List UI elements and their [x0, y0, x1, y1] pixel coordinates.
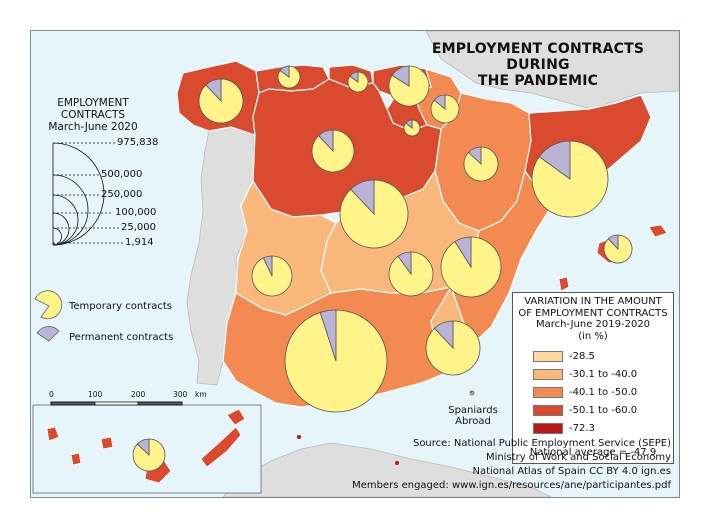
size-legend-title: EMPLOYMENT CONTRACTS March-June 2020: [37, 97, 149, 133]
pie-castilla-leon-permanent: [318, 129, 334, 153]
pie-extremadura-permanent: [262, 255, 273, 277]
variation-label-1: -28.5: [569, 351, 595, 362]
pie-galicia-permanent: [205, 78, 222, 103]
permanent-legend-icon: [36, 326, 60, 342]
pie-navarra-permanent: [433, 94, 446, 110]
variation-label-2: -30.1 to -40.0: [569, 369, 638, 380]
variation-class-1: -28.5: [533, 351, 595, 362]
pie-catalonia-permanent: [538, 140, 571, 180]
pie-aragon-permanent: [468, 146, 482, 165]
abroad-label: Spaniards Abroad: [443, 405, 503, 427]
size-legend-title-line-2: CONTRACTS: [60, 109, 126, 121]
variation-title-line-4: (in %): [578, 330, 608, 342]
variation-class-5: -72.3: [533, 423, 595, 434]
source-line-2: Ministry of Work and Social Economy: [485, 452, 671, 463]
size-legend-title-line-1: EMPLOYMENT: [57, 97, 129, 109]
map-canvas: [32, 31, 679, 497]
pie-madrid: [339, 179, 409, 249]
title-line-1: EMPLOYMENT CONTRACTS DURING: [431, 41, 645, 73]
pie-canary-permanent: [136, 438, 150, 456]
pie-rioja: [403, 119, 421, 137]
pie-extremadura: [251, 255, 293, 297]
variation-swatch-4: [533, 405, 563, 416]
variation-title-line-2: OF EMPLOYMENT CONTRACTS: [518, 307, 668, 319]
map-title: EMPLOYMENT CONTRACTS DURING THE PANDEMIC: [403, 41, 673, 89]
variation-class-3: -40.1 to -50.0: [533, 387, 637, 398]
temporary-legend-label: Temporary contracts: [69, 301, 172, 312]
temporary-legend-icon: [34, 290, 63, 320]
pie-asturias: [277, 65, 301, 89]
size-label-975838: 975,838: [117, 137, 159, 148]
pie-galicia: [198, 78, 244, 124]
pie-castilla-mancha-permanent: [397, 251, 412, 276]
pie-basque-permanent: [391, 65, 410, 87]
source-line-4: Members engaged: www.ign.es/resources/an…: [352, 480, 671, 491]
pie-cantabria-permanent: [349, 71, 359, 83]
permanent-legend-label: Permanent contracts: [69, 332, 174, 343]
pie-asturias-permanent: [279, 65, 290, 78]
pie-andalusia-permanent: [319, 309, 337, 362]
pie-balearic-permanent: [607, 234, 619, 251]
variation-swatch-3: [533, 387, 563, 398]
variation-swatch-1: [533, 351, 563, 362]
size-label-25000: 25,000: [121, 222, 156, 233]
variation-label-3: -40.1 to -50.0: [569, 387, 638, 398]
abroad-line-2: Abroad: [455, 416, 491, 427]
pie-murcia: [425, 320, 481, 376]
france-land: [425, 31, 679, 110]
size-legend-graphic: [52, 142, 123, 246]
pie-basque: [388, 65, 430, 107]
scale-tick-300: 300: [173, 390, 188, 399]
source-line-1: Source: National Public Employment Servi…: [412, 438, 671, 449]
variation-swatch-2: [533, 369, 563, 380]
size-label-250000: 250,000: [101, 189, 143, 200]
abroad-line-1: Spaniards: [448, 405, 498, 416]
pie-navarra: [430, 94, 460, 124]
variation-title-line-1: VARIATION IN THE AMOUNT: [524, 296, 662, 307]
source-credits: Source: National Public Employment Servi…: [352, 437, 671, 493]
pie-castilla-mancha: [388, 251, 434, 297]
variation-label-4: -50.1 to -60.0: [569, 405, 638, 416]
pie-charts: [132, 65, 633, 472]
scale-tick-100: 100: [88, 390, 103, 399]
size-label-500000: 500,000: [101, 169, 143, 180]
pie-canary: [132, 438, 166, 472]
national-average: National average = -47.9: [529, 447, 657, 458]
pie-cantabria: [347, 71, 369, 93]
pie-aragon: [463, 146, 499, 182]
variation-legend-title: VARIATION IN THE AMOUNT OF EMPLOYMENT CO…: [513, 296, 673, 342]
scale-tick-200: 200: [131, 390, 146, 399]
pie-rioja-permanent: [405, 119, 413, 129]
pie-madrid-permanent: [350, 179, 375, 216]
pie-valencia-permanent: [454, 236, 472, 269]
title-line-2: THE PANDEMIC: [477, 73, 599, 89]
pie-abroad-permanent: [470, 390, 473, 395]
pie-murcia-permanent: [433, 320, 454, 350]
africa-land: [222, 442, 552, 497]
variation-class-2: -30.1 to -40.0: [533, 369, 637, 380]
pie-balearic: [603, 234, 633, 264]
size-label-1914: 1,914: [125, 237, 154, 248]
variation-legend: VARIATION IN THE AMOUNT OF EMPLOYMENT CO…: [512, 292, 674, 464]
scale-tick-0: 0: [49, 390, 54, 399]
size-label-100000: 100,000: [115, 207, 157, 218]
variation-swatch-5: [533, 423, 563, 434]
pie-catalonia: [531, 140, 609, 218]
scale-bar: [50, 401, 183, 406]
variation-class-4: -50.1 to -60.0: [533, 405, 637, 416]
variation-title-line-3: March-June 2019-2020: [535, 319, 651, 330]
size-legend-title-line-3: March-June 2020: [48, 121, 138, 133]
scale-unit: km: [195, 390, 207, 399]
pie-abroad: [469, 390, 475, 396]
pie-castilla-leon: [311, 129, 355, 173]
map-frame: EMPLOYMENT CONTRACTS DURING THE PANDEMIC…: [30, 30, 680, 498]
pie-navarra-temporary: [430, 94, 460, 124]
variation-label-5: -72.3: [569, 423, 595, 434]
pie-valencia: [440, 236, 502, 298]
source-line-3: National Atlas of Spain CC BY 4.0 ign.es: [472, 466, 672, 477]
pie-andalusia: [284, 309, 388, 413]
